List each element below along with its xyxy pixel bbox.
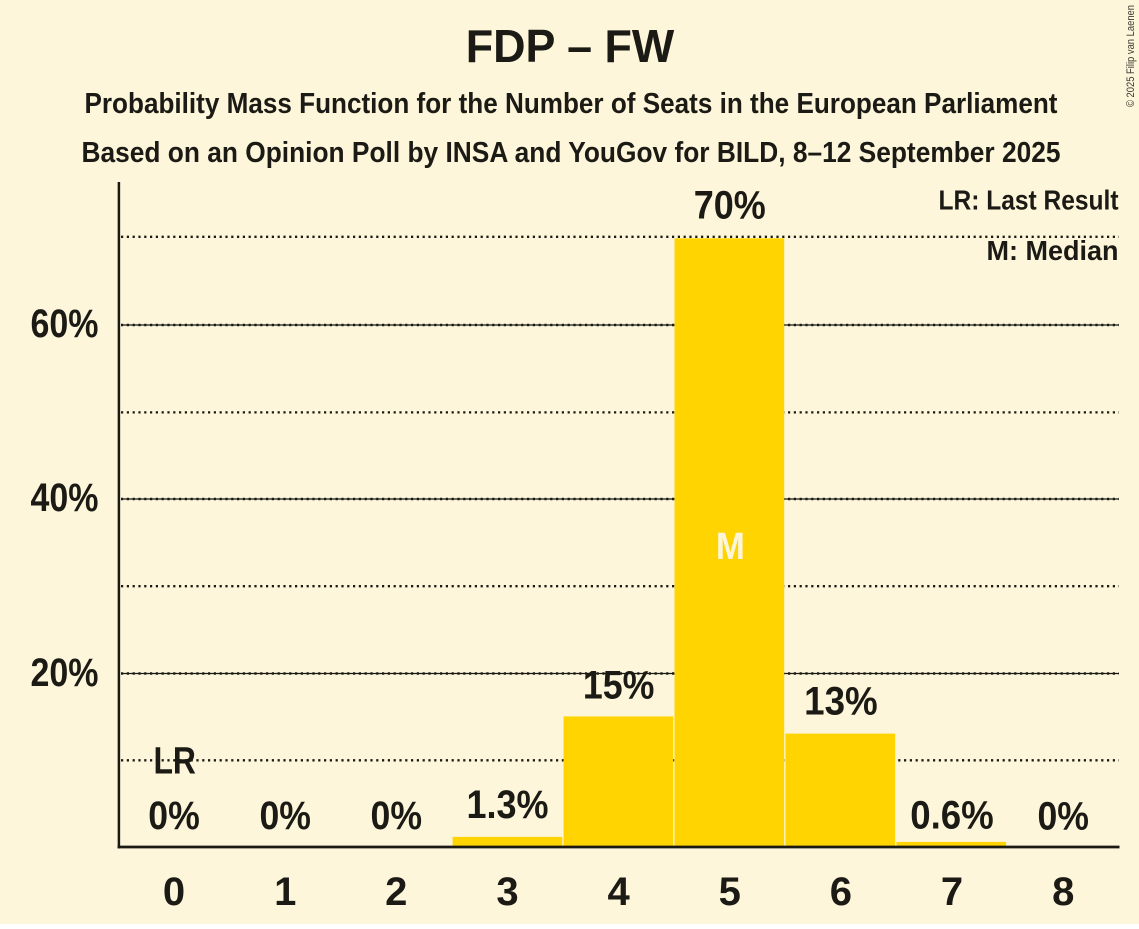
svg-text:LR: LR: [153, 741, 196, 783]
svg-text:70%: 70%: [694, 184, 766, 228]
svg-text:5: 5: [719, 870, 741, 914]
svg-text:7: 7: [941, 870, 963, 914]
svg-text:FDP – FW: FDP – FW: [466, 20, 675, 72]
svg-text:20%: 20%: [31, 651, 99, 695]
svg-text:Based on an Opinion Poll by IN: Based on an Opinion Poll by INSA and You…: [82, 137, 1061, 169]
svg-text:2: 2: [385, 870, 407, 914]
svg-text:60%: 60%: [31, 302, 99, 346]
svg-text:1.3%: 1.3%: [467, 783, 549, 827]
svg-text:Probability Mass Function for: Probability Mass Function for the Number…: [85, 88, 1058, 120]
svg-text:0.6%: 0.6%: [910, 794, 994, 838]
svg-text:0%: 0%: [259, 794, 311, 838]
svg-text:3: 3: [496, 870, 518, 914]
svg-text:40%: 40%: [31, 476, 99, 520]
svg-text:© 2025 Filip van Laenen: © 2025 Filip van Laenen: [1125, 5, 1137, 107]
svg-text:1: 1: [274, 870, 296, 914]
svg-text:M: Median: M: Median: [987, 235, 1119, 266]
svg-text:8: 8: [1052, 870, 1074, 914]
svg-text:4: 4: [607, 870, 630, 914]
svg-text:0: 0: [163, 870, 185, 914]
svg-text:13%: 13%: [804, 679, 878, 723]
svg-text:LR: Last Result: LR: Last Result: [939, 185, 1119, 216]
svg-text:15%: 15%: [583, 663, 655, 707]
svg-text:0%: 0%: [1037, 794, 1089, 838]
svg-text:0%: 0%: [371, 794, 423, 838]
svg-text:0%: 0%: [148, 794, 200, 838]
svg-text:M: M: [716, 526, 745, 568]
svg-text:6: 6: [830, 870, 852, 914]
